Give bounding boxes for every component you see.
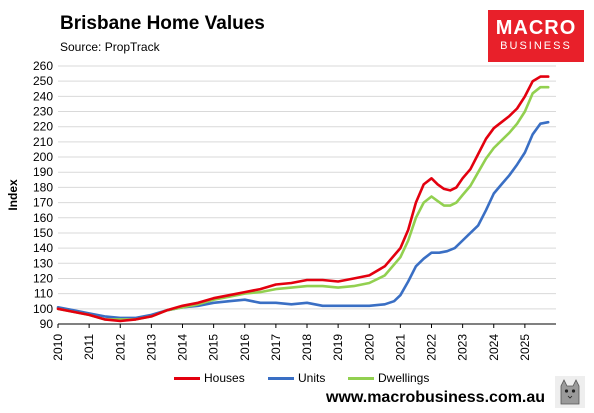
y-tick-label-190: 190 <box>33 165 53 179</box>
legend-label-dwellings: Dwellings <box>378 371 430 385</box>
legend-item-houses: Houses <box>174 371 245 385</box>
cat-mascot-icon <box>555 376 585 408</box>
chart-title: Brisbane Home Values <box>60 13 265 34</box>
legend-swatch-units <box>268 377 294 381</box>
x-tick-label-2021: 2021 <box>393 334 407 361</box>
x-tick-label-2011: 2011 <box>82 334 96 360</box>
legend-swatch-dwellings <box>348 377 374 381</box>
logo-line1: MACRO <box>495 17 577 39</box>
y-tick-label-110: 110 <box>34 287 53 301</box>
y-tick-label-170: 170 <box>33 196 53 210</box>
x-tick-label-2019: 2019 <box>331 334 345 361</box>
y-tick-label-180: 180 <box>33 180 53 194</box>
y-tick-label-210: 210 <box>33 135 53 149</box>
legend-swatch-houses <box>174 377 200 381</box>
y-tick-label-240: 240 <box>33 89 53 103</box>
series-line-dwellings <box>56 85 550 321</box>
y-tick-label-230: 230 <box>33 105 53 119</box>
y-tick-label-130: 130 <box>33 256 53 270</box>
x-tick-label-2025: 2025 <box>518 334 532 361</box>
x-tick-label-2010: 2010 <box>51 334 65 361</box>
x-tick-label-2014: 2014 <box>176 334 190 361</box>
y-tick-label-160: 160 <box>33 211 53 225</box>
y-tick-label-100: 100 <box>33 302 53 316</box>
y-tick-label-200: 200 <box>33 150 53 164</box>
y-tick-label-90: 90 <box>40 317 54 331</box>
chart-source: Source: PropTrack <box>60 40 160 54</box>
series-line-houses <box>56 75 550 323</box>
website-url: www.macrobusiness.com.au <box>326 389 546 406</box>
legend-item-dwellings: Dwellings <box>348 371 429 385</box>
x-tick-label-2022: 2022 <box>425 334 439 361</box>
logo-line2: BUSINESS <box>500 40 572 52</box>
y-tick-label-220: 220 <box>33 120 53 134</box>
y-tick-label-150: 150 <box>33 226 53 240</box>
y-tick-label-250: 250 <box>33 74 53 88</box>
y-tick-label-120: 120 <box>33 271 53 285</box>
x-tick-label-2016: 2016 <box>238 334 252 361</box>
x-tick-label-2013: 2013 <box>144 334 158 361</box>
x-tick-label-2018: 2018 <box>300 334 314 361</box>
macrobusiness-logo: MACRO BUSINESS <box>488 10 584 62</box>
x-tick-label-2023: 2023 <box>456 334 470 361</box>
y-tick-label-260: 260 <box>33 59 53 73</box>
x-tick-label-2017: 2017 <box>269 334 283 361</box>
series-line-units <box>56 120 550 320</box>
y-axis-title: Index <box>6 179 20 211</box>
legend-label-units: Units <box>298 371 326 385</box>
legend-label-houses: Houses <box>204 371 245 385</box>
x-tick-label-2015: 2015 <box>207 334 221 361</box>
x-tick-label-2020: 2020 <box>362 334 376 361</box>
legend-item-units: Units <box>268 371 325 385</box>
x-tick-label-2012: 2012 <box>113 334 127 361</box>
x-tick-label-2024: 2024 <box>487 334 501 361</box>
y-tick-label-140: 140 <box>33 241 53 255</box>
